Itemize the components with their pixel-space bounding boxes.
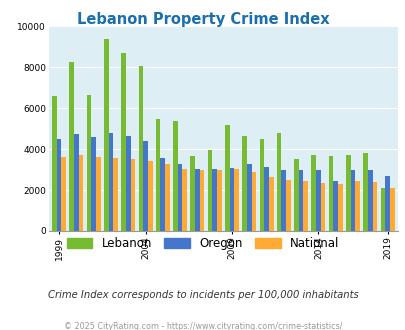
Bar xyxy=(286,180,290,231)
Bar xyxy=(79,155,83,231)
Bar xyxy=(190,156,194,231)
Bar xyxy=(350,170,354,231)
Bar xyxy=(303,181,307,231)
Bar xyxy=(354,182,359,231)
Bar xyxy=(182,169,187,231)
Bar xyxy=(337,184,342,231)
Bar xyxy=(57,139,61,231)
Bar xyxy=(229,168,234,231)
Bar xyxy=(264,167,268,231)
Bar xyxy=(372,182,376,231)
Bar xyxy=(52,96,57,231)
Bar xyxy=(96,157,100,231)
Legend: Lebanon, Oregon, National: Lebanon, Oregon, National xyxy=(62,232,343,255)
Bar xyxy=(345,155,350,231)
Bar xyxy=(194,169,199,231)
Bar xyxy=(207,150,212,231)
Bar xyxy=(113,158,118,231)
Bar xyxy=(130,159,135,231)
Bar xyxy=(276,133,281,231)
Bar xyxy=(328,156,333,231)
Bar xyxy=(379,188,384,231)
Bar xyxy=(242,137,246,231)
Text: Crime Index corresponds to incidents per 100,000 inhabitants: Crime Index corresponds to incidents per… xyxy=(47,290,358,300)
Bar xyxy=(165,164,169,231)
Bar xyxy=(333,182,337,231)
Bar xyxy=(69,62,74,231)
Bar xyxy=(281,170,286,231)
Bar xyxy=(293,159,298,231)
Bar xyxy=(126,136,130,231)
Bar xyxy=(86,95,91,231)
Bar xyxy=(156,119,160,231)
Bar xyxy=(173,121,177,231)
Bar xyxy=(212,169,216,231)
Bar xyxy=(138,66,143,231)
Bar xyxy=(234,169,239,231)
Bar xyxy=(315,170,320,231)
Bar xyxy=(74,134,79,231)
Bar xyxy=(147,161,152,231)
Bar xyxy=(216,170,221,231)
Bar xyxy=(320,183,324,231)
Bar xyxy=(384,176,389,231)
Bar xyxy=(199,170,204,231)
Bar xyxy=(362,153,367,231)
Bar xyxy=(91,137,96,231)
Bar xyxy=(311,155,315,231)
Bar xyxy=(109,133,113,231)
Bar xyxy=(143,141,147,231)
Bar xyxy=(61,157,66,231)
Bar xyxy=(259,139,264,231)
Text: © 2025 CityRating.com - https://www.cityrating.com/crime-statistics/: © 2025 CityRating.com - https://www.city… xyxy=(64,322,341,330)
Bar xyxy=(268,177,273,231)
Bar xyxy=(246,164,251,231)
Text: Lebanon Property Crime Index: Lebanon Property Crime Index xyxy=(77,12,328,26)
Bar xyxy=(104,39,109,231)
Bar xyxy=(224,125,229,231)
Bar xyxy=(160,158,165,231)
Bar xyxy=(298,170,303,231)
Bar xyxy=(389,188,394,231)
Bar xyxy=(121,53,126,231)
Bar xyxy=(367,170,372,231)
Bar xyxy=(177,164,182,231)
Bar xyxy=(251,172,256,231)
